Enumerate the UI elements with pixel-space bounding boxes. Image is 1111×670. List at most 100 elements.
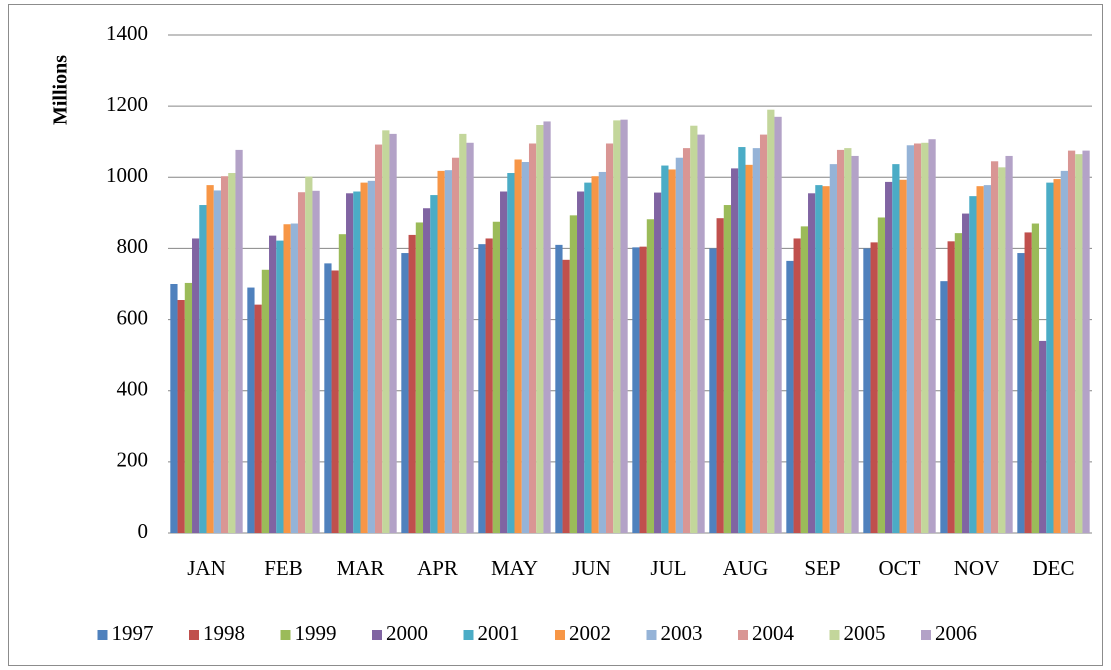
bar	[543, 121, 551, 533]
bar	[283, 224, 291, 534]
bar	[870, 242, 878, 534]
bar	[731, 168, 739, 533]
x-tick-label: JUL	[650, 556, 686, 580]
bar	[620, 119, 628, 533]
bar	[752, 148, 760, 534]
bar	[555, 244, 563, 533]
legend-swatch	[97, 630, 108, 640]
bar	[312, 190, 320, 533]
legend-label: 2000	[386, 621, 428, 645]
bar	[228, 173, 236, 533]
x-tick-label: JUN	[572, 556, 611, 580]
bar	[247, 287, 255, 533]
bar	[954, 233, 963, 533]
bar	[261, 269, 270, 533]
bar	[990, 161, 999, 533]
bar	[690, 125, 698, 533]
bar	[584, 182, 592, 533]
bar	[415, 222, 424, 533]
x-tick-label: AUG	[723, 556, 769, 580]
bar	[177, 300, 185, 533]
bar	[921, 142, 929, 533]
legend-label: 2002	[569, 621, 611, 645]
bar	[976, 186, 984, 533]
bar	[382, 130, 390, 533]
bar	[562, 259, 570, 533]
bar	[844, 148, 852, 534]
bar	[437, 170, 445, 533]
bar	[485, 238, 493, 533]
bar	[1075, 154, 1083, 533]
legend-swatch	[829, 630, 840, 640]
x-tick-label: MAY	[491, 556, 538, 580]
bar	[892, 164, 900, 534]
bar	[206, 185, 214, 533]
bar	[632, 247, 640, 533]
legend-label: 1998	[203, 621, 245, 645]
bar	[654, 192, 662, 533]
bar	[1060, 170, 1068, 533]
bar	[983, 185, 991, 533]
bar	[305, 176, 313, 533]
bar	[815, 185, 823, 533]
y-tick-label: 1200	[106, 92, 148, 116]
bar	[408, 234, 416, 533]
bar	[793, 238, 801, 533]
bar	[829, 164, 837, 534]
legend-swatch	[280, 630, 291, 640]
bar	[444, 170, 452, 533]
bar	[759, 134, 768, 533]
bar	[184, 282, 193, 533]
bar	[591, 176, 599, 533]
bar	[1039, 340, 1047, 533]
bar	[536, 124, 544, 533]
bar	[401, 253, 409, 533]
legend-swatch	[921, 630, 931, 640]
x-tick-label: JAN	[187, 556, 226, 580]
bar	[577, 191, 585, 533]
bar	[877, 217, 886, 533]
bar	[331, 270, 339, 533]
legend-label: 2001	[478, 621, 520, 645]
bar	[913, 143, 922, 533]
bar	[598, 171, 606, 533]
bar	[338, 234, 347, 533]
y-tick-label: 400	[117, 377, 149, 401]
bar	[1005, 155, 1013, 533]
bar	[1031, 223, 1040, 533]
bar	[451, 157, 460, 533]
bar	[569, 215, 578, 533]
bar	[374, 144, 383, 533]
bar	[514, 159, 522, 533]
bar	[430, 195, 438, 534]
bar	[459, 133, 467, 534]
x-tick-label: DEC	[1033, 556, 1075, 580]
legend-swatch	[372, 630, 382, 640]
bar	[998, 167, 1006, 533]
bar	[528, 143, 537, 533]
bar	[521, 161, 529, 534]
bar	[646, 219, 655, 533]
bar	[716, 218, 724, 533]
bar	[1067, 150, 1076, 533]
y-tick-label: 600	[117, 305, 149, 329]
bar	[360, 182, 368, 533]
bar	[767, 109, 775, 533]
bar	[836, 149, 845, 533]
bar	[723, 205, 732, 533]
bar	[682, 148, 691, 534]
bar	[269, 235, 277, 533]
y-tick-label: 200	[117, 448, 149, 472]
bar	[353, 191, 361, 533]
bar	[213, 190, 221, 533]
y-tick-label: 1000	[106, 163, 148, 187]
bar	[423, 208, 431, 534]
y-axis-label: Millions	[50, 55, 72, 125]
bar	[738, 147, 746, 534]
bar	[661, 165, 669, 533]
bar	[709, 248, 717, 533]
bar	[863, 248, 871, 533]
legend-swatch	[738, 630, 748, 640]
bar	[928, 139, 936, 533]
legend-label: 2003	[661, 621, 703, 645]
